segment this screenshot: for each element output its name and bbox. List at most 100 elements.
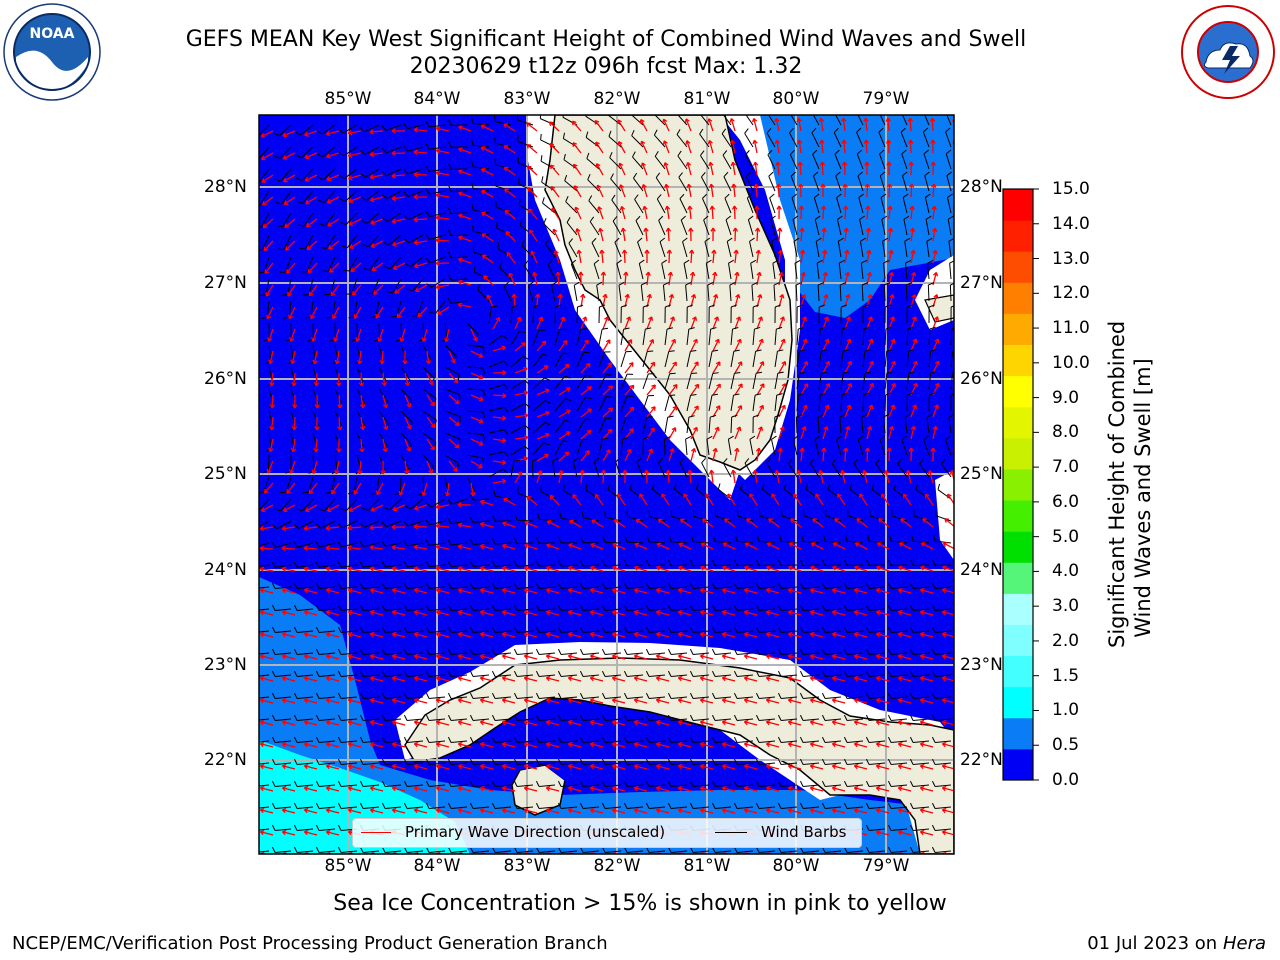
wave-direction-arrow (910, 316, 918, 330)
wave-direction-arrow (458, 235, 472, 242)
wind-barb (924, 115, 930, 126)
wind-barb (745, 150, 754, 170)
wind-barb (928, 326, 936, 346)
wave-direction-arrow (662, 118, 670, 132)
wave-direction-arrow (663, 162, 670, 176)
wave-direction-arrow (888, 249, 894, 264)
lon-label-top: 85°W (324, 89, 372, 109)
wind-barb (523, 260, 534, 280)
wave-direction-legend-line (361, 832, 391, 833)
wind-barb (576, 328, 587, 346)
wind-barb (362, 234, 380, 248)
wave-direction-arrow (328, 240, 340, 250)
wave-direction-arrow (885, 139, 892, 154)
wave-direction-arrow (381, 372, 387, 387)
wind-barb (678, 172, 688, 192)
wave-direction-arrow (555, 271, 561, 286)
wind-barb (812, 171, 820, 192)
wave-direction-arrow (888, 316, 896, 330)
wave-direction-arrow (617, 119, 626, 132)
wave-direction-arrow (708, 183, 715, 198)
wave-direction-arrow (754, 205, 760, 220)
wave-direction-arrow (552, 228, 560, 242)
wave-direction-arrow (624, 293, 630, 308)
wind-barb (879, 149, 886, 170)
wave-direction-arrow (260, 130, 274, 138)
wave-direction-arrow (548, 121, 560, 132)
wind-barb (283, 300, 292, 319)
wave-direction-arrow (752, 139, 758, 154)
wind-barb (653, 129, 666, 148)
wave-direction-arrow (266, 306, 274, 320)
wave-direction-arrow (263, 240, 274, 252)
wind-barb (862, 326, 870, 346)
wave-direction-arrow (955, 272, 960, 285)
wave-direction-arrow (572, 163, 582, 176)
wave-direction-arrow (711, 249, 717, 264)
wave-direction-arrow (536, 340, 547, 352)
wave-direction-arrow (623, 271, 629, 286)
wind-barb (840, 304, 847, 324)
wave-direction-arrow (526, 122, 538, 132)
wave-direction-arrow (284, 218, 296, 228)
wind-barb (752, 304, 759, 324)
wave-direction-arrow (932, 360, 940, 374)
wind-barb (900, 127, 908, 148)
wind-barb (517, 135, 534, 148)
wave-direction-arrow (396, 306, 406, 319)
wave-direction-arrow (288, 306, 296, 320)
wind-barb (661, 259, 668, 280)
wave-direction-arrow (304, 130, 318, 137)
wind-barb (532, 353, 549, 368)
wind-barb (861, 282, 868, 302)
wave-direction-arrow (731, 183, 737, 198)
wind-barb (278, 234, 292, 250)
wave-direction-arrow (602, 339, 611, 352)
wave-direction-arrow (778, 361, 787, 374)
wave-direction-arrow (283, 196, 296, 205)
wave-direction-arrow (528, 208, 538, 220)
wind-barb (664, 304, 672, 324)
wind-barb (406, 278, 424, 292)
wind-barb (317, 168, 336, 181)
wave-direction-arrow (662, 140, 670, 154)
wind-barb (949, 260, 954, 280)
wave-direction-arrow (508, 272, 516, 286)
wind-barb (926, 237, 933, 258)
wave-direction-arrow (391, 218, 406, 224)
wave-direction-arrow (709, 205, 715, 220)
wave-direction-arrow (505, 231, 516, 242)
wave-direction-arrow (690, 338, 698, 352)
wind-barb (642, 304, 650, 324)
wind-barb (547, 259, 556, 280)
wind-barb (494, 137, 512, 148)
wave-direction-arrow (290, 350, 296, 365)
wind-barb (836, 215, 843, 236)
wave-direction-arrow (955, 317, 960, 329)
wave-direction-arrow (909, 227, 916, 242)
wind-barb (724, 193, 732, 214)
wind-barb (404, 256, 424, 267)
wind-barb (655, 172, 666, 192)
wind-barb (791, 193, 798, 214)
wind-barb (341, 234, 358, 249)
wave-direction-arrow (573, 185, 582, 198)
lat-label-right: 24°N (960, 560, 1003, 580)
wave-direction-arrow (425, 350, 432, 365)
lat-label-right: 27°N (960, 273, 1003, 293)
wind-barb (796, 326, 805, 346)
wind-barb (638, 259, 645, 280)
wave-direction-arrow (348, 174, 362, 181)
wave-direction-arrow (688, 249, 695, 264)
wind-barb (593, 259, 600, 280)
wind-barb (637, 237, 644, 258)
wave-direction-arrow (415, 284, 428, 293)
wind-barb (905, 259, 912, 280)
wave-direction-arrow (640, 162, 648, 176)
wind-barb (448, 229, 468, 237)
wave-direction-arrow (866, 338, 874, 352)
wave-direction-arrow (595, 141, 604, 154)
wave-direction-arrow (264, 262, 274, 274)
wind-barb (366, 278, 380, 295)
wind-barb (945, 149, 952, 170)
